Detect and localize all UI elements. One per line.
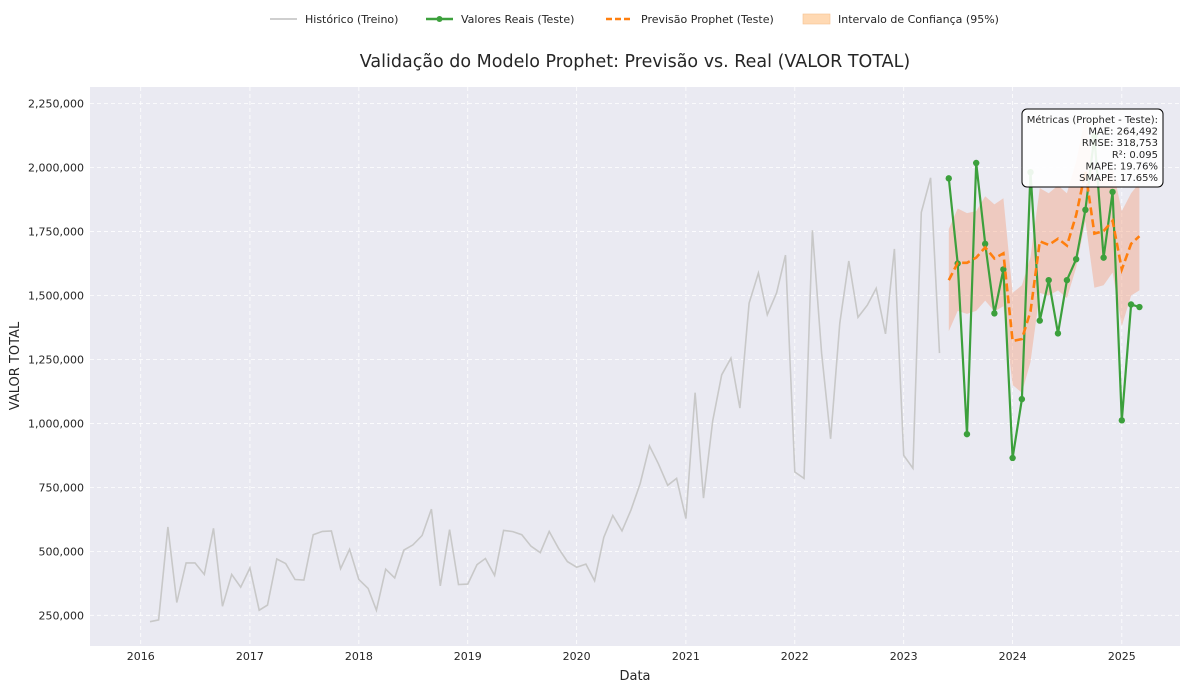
x-tick-label: 2023 [890,650,918,663]
x-tick-label: 2019 [454,650,482,663]
x-tick-label: 2022 [781,650,809,663]
y-tick-label: 750,000 [39,481,85,494]
historical-line [149,177,941,623]
actual-point [981,240,989,248]
y-tick-label: 1,750,000 [28,226,84,239]
x-tick-label: 2018 [345,650,373,663]
metric-line: SMAPE: 17.65% [1079,173,1158,184]
legend-label: Intervalo de Confiança (95%) [838,13,999,26]
actual-point [1127,301,1135,308]
metric-line: Métricas (Prophet - Teste): [1027,114,1158,126]
actual-point [1000,266,1007,273]
actual-point [1045,276,1052,284]
legend-label: Valores Reais (Teste) [461,13,574,26]
actual-point [1009,454,1016,462]
actual-point [945,175,952,182]
legend: Histórico (Treino) Valores Reais (Teste) P… [270,13,999,26]
y-tick-label: 1,250,000 [28,353,84,366]
forecast-series [947,171,1141,343]
actual-point [991,310,998,317]
actual-point [1063,276,1071,284]
legend-label: Histórico (Treino) [305,13,398,26]
y-axis-ticks: 250,000 500,000 750,000 1,000,000 1,250,000 1… [28,98,84,623]
chart-title: Validação do Modelo Prophet: Previsão vs… [360,52,910,72]
actual-point [1072,255,1080,263]
actual-point [1100,254,1107,261]
x-tick-label: 2017 [236,650,264,663]
actual-point [1036,317,1043,324]
gridlines [90,87,1180,646]
forecast-line [947,171,1141,343]
actual-point [1136,303,1143,311]
y-axis-label: VALOR TOTAL [8,321,23,410]
metric-line: MAPE: 19.76% [1086,161,1159,172]
x-tick-label: 2021 [672,650,700,663]
y-tick-label: 2,000,000 [28,162,84,175]
legend-swatch [802,13,831,25]
metrics-box-frame [1021,108,1164,188]
metric-line: R²: 0.095 [1112,150,1158,161]
actual-point [1018,395,1026,403]
x-tick-label: 2024 [999,650,1027,663]
metric-line: MAE: 264,492 [1088,127,1158,138]
y-tick-label: 2,250,000 [28,98,84,111]
x-tick-label: 2016 [127,650,155,663]
plot-area [90,87,1180,646]
y-tick-label: 250,000 [39,609,85,622]
historical-series [149,177,941,623]
y-tick-label: 1,500,000 [28,290,84,303]
actual-point [1109,188,1116,196]
legend-marker [436,16,443,22]
y-tick-label: 1,000,000 [28,417,84,430]
y-tick-label: 500,000 [39,545,85,558]
legend-label: Previsão Prophet (Teste) [641,13,774,26]
actual-point [973,159,980,167]
actual-point [1082,206,1089,214]
x-axis-ticks: 2016 2017 2018 2019 2020 2021 2022 2023 2024 2025 [127,650,1136,663]
x-tick-label: 2020 [563,650,591,663]
x-axis-label: Data [619,669,650,684]
actual-point [1118,417,1126,424]
metrics-box: Métricas (Prophet - Teste):MAE: 264,492R… [1021,108,1164,188]
actual-point [1054,330,1062,337]
metric-line: RMSE: 318,753 [1082,138,1158,149]
x-tick-label: 2025 [1108,650,1136,663]
actual-point [963,430,971,438]
